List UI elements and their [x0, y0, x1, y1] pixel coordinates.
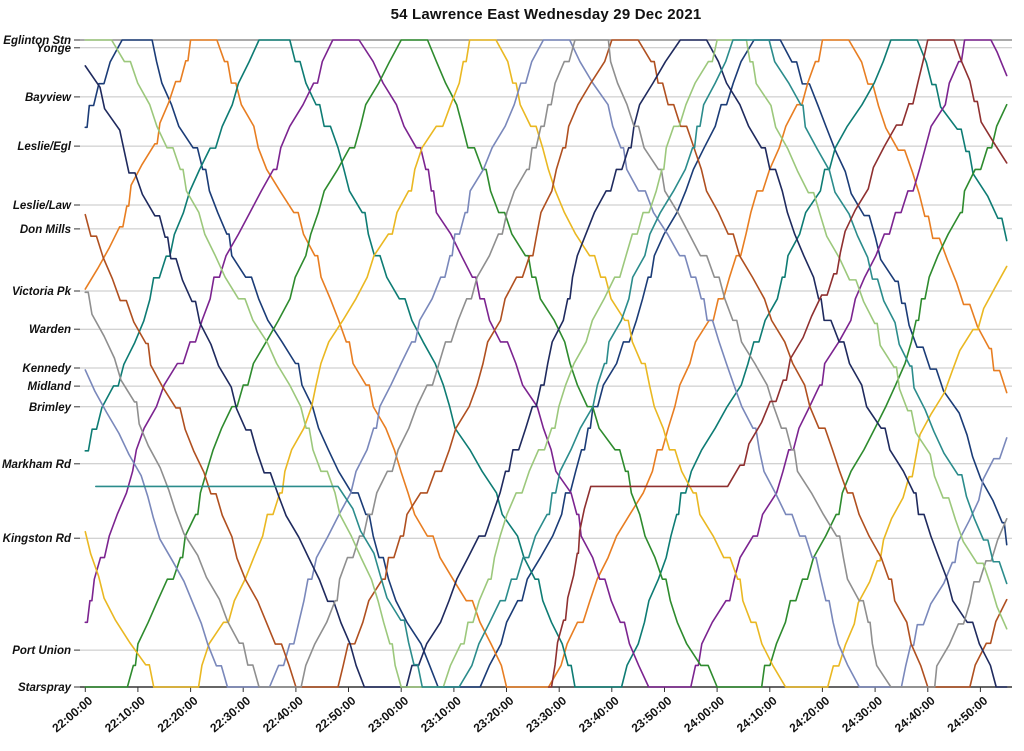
x-tick-label: 23:10:00	[418, 693, 464, 735]
x-tick-label: 23:30:00	[523, 693, 569, 735]
station-label-port-union: Port Union	[12, 645, 71, 657]
vehicle-trajectory-5	[84, 39, 1008, 688]
vehicle-trajectory-10	[84, 39, 1008, 688]
x-tick-label: 24:40:00	[892, 693, 938, 735]
vehicle-trajectory-7	[84, 39, 1008, 688]
x-tick-label: 23:50:00	[629, 693, 675, 735]
station-label-eglinton-stn: Eglinton Stn	[3, 35, 71, 47]
vehicle-trajectory-3	[84, 39, 1008, 688]
x-tick-label: 22:50:00	[313, 693, 359, 735]
station-label-bayview: Bayview	[25, 92, 72, 104]
x-tick-label: 24:30:00	[839, 693, 885, 735]
vehicle-trajectory-6	[84, 39, 1008, 688]
station-label-midland: Midland	[28, 381, 72, 393]
x-tick-label: 23:00:00	[365, 693, 411, 735]
vehicle-trajectory-8	[84, 39, 1008, 688]
vehicle-trajectory-9	[84, 39, 1008, 688]
station-label-victoria-pk: Victoria Pk	[12, 286, 72, 298]
station-label-kennedy: Kennedy	[22, 363, 71, 375]
x-tick-label: 22:30:00	[207, 693, 253, 735]
x-tick-label: 24:20:00	[787, 693, 833, 735]
station-label-kingston-rd: Kingston Rd	[3, 533, 72, 545]
chart-title: 54 Lawrence East Wednesday 29 Dec 2021	[390, 6, 702, 23]
vehicle-trajectory-13	[547, 39, 1008, 688]
x-tick-label: 22:00:00	[49, 693, 95, 735]
x-tick-label: 24:50:00	[945, 693, 991, 735]
station-label-starspray: Starspray	[18, 682, 72, 694]
station-label-don-mills: Don Mills	[20, 224, 71, 236]
x-tick-label: 22:40:00	[260, 693, 306, 735]
vehicle-trajectory-1	[84, 39, 1008, 688]
vehicle-trajectory-4	[84, 39, 1008, 688]
vehicle-trajectory-2	[84, 39, 1008, 688]
station-label-warden: Warden	[29, 324, 71, 336]
x-tick-label: 23:40:00	[576, 693, 622, 735]
station-label-leslie-egl: Leslie/Egl	[17, 141, 71, 153]
station-label-markham-rd: Markham Rd	[2, 459, 72, 471]
x-tick-label: 22:10:00	[102, 693, 148, 735]
vehicle-trajectory-11	[84, 39, 1008, 688]
vehicle-trajectory-12	[95, 39, 1008, 688]
x-tick-label: 22:20:00	[155, 693, 201, 735]
station-label-yonge: Yonge	[36, 43, 71, 55]
station-label-brimley: Brimley	[29, 402, 72, 414]
x-tick-label: 24:00:00	[681, 693, 727, 735]
x-tick-label: 23:20:00	[471, 693, 517, 735]
station-label-leslie-law: Leslie/Law	[13, 200, 72, 212]
x-tick-label: 24:10:00	[734, 693, 780, 735]
